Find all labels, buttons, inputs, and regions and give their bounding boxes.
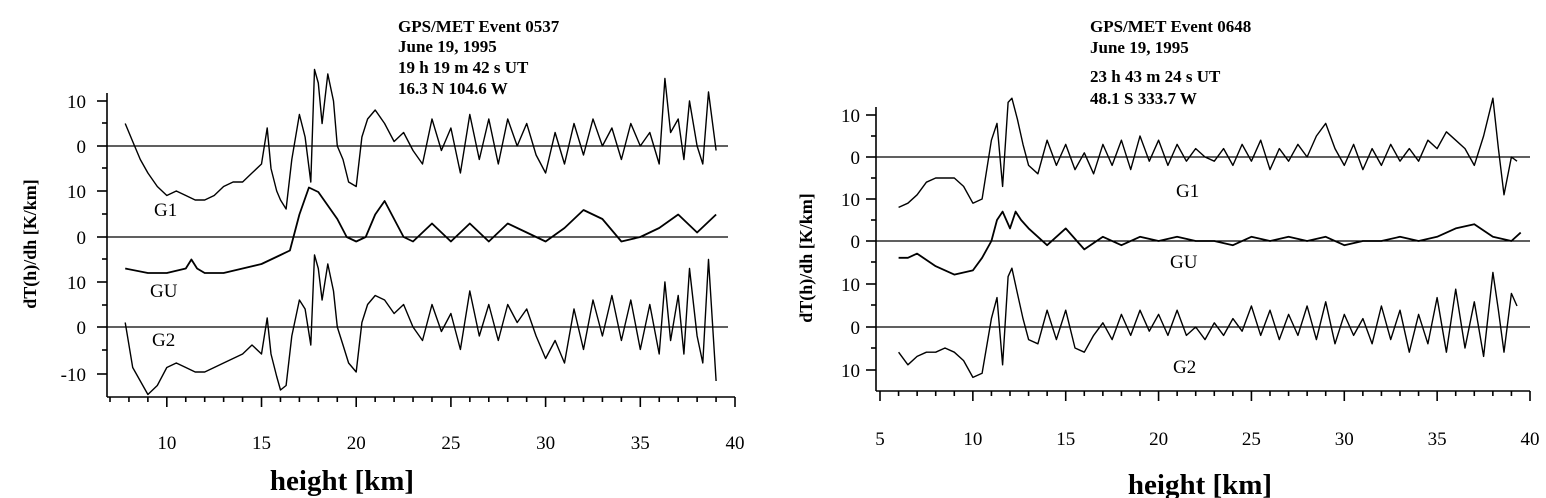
right-x-tick-label: 40: [1521, 429, 1540, 450]
left-annotation: GPS/MET Event 0537 June 19, 1995 19 h 19…: [398, 17, 560, 98]
right-series-label-g1: G1: [1176, 181, 1199, 202]
left-x-tick-label: 10: [157, 433, 176, 454]
left-y-tick-label: 10: [67, 92, 86, 113]
left-y-tick-label: 0: [77, 228, 87, 249]
right-y-tick-labels: 10 0 10 0 10 0 10: [841, 106, 860, 382]
left-annotation-line-4: 16.3 N 104.6 W: [398, 79, 508, 98]
left-x-tick-label: 30: [536, 433, 555, 454]
right-annotation-line-4: 48.1 S 333.7 W: [1090, 89, 1197, 108]
right-y-tick-label: 10: [841, 361, 860, 382]
right-y-axis-label: dT(h)/dh [K/km]: [796, 193, 817, 323]
left-y-tick-labels: 10 0 10 0 10 0 -10: [61, 92, 86, 386]
right-x-tick-label: 10: [963, 429, 982, 450]
right-annotation-line-2: June 19, 1995: [1090, 38, 1189, 57]
left-panel: GPS/MET Event 0537 June 19, 1995 19 h 19…: [20, 17, 745, 497]
right-panel: GPS/MET Event 0648 June 19, 1995 23 h 43…: [796, 17, 1540, 498]
left-y-tick-label: -10: [61, 365, 86, 386]
right-x-tick-label: 35: [1428, 429, 1447, 450]
left-series-gu-line: [125, 186, 717, 274]
left-x-tick-label: 35: [631, 433, 650, 454]
left-x-tick-label: 15: [252, 433, 271, 454]
left-series-g1-line: [124, 68, 717, 210]
right-x-tick-label: 20: [1149, 429, 1168, 450]
right-x-axis-label: height [km]: [1128, 469, 1272, 498]
left-series-label-gu: GU: [150, 281, 178, 302]
left-y-axis-label: dT(h)/dh [K/km]: [20, 179, 41, 309]
right-series-label-g2: G2: [1173, 357, 1196, 378]
right-series-g2-line: [898, 267, 1518, 379]
right-x-tick-label: 5: [875, 429, 885, 450]
right-x-tick-label: 15: [1056, 429, 1075, 450]
left-series-label-g2: G2: [152, 330, 175, 351]
right-y-tick-label: 10: [841, 190, 860, 211]
right-y-tick-label: 10: [841, 106, 860, 127]
right-y-tick-label: 0: [851, 232, 861, 253]
left-x-axis-label: height [km]: [270, 465, 414, 497]
right-series-label-gu: GU: [1170, 252, 1198, 273]
left-annotation-line-1: GPS/MET Event 0537: [398, 17, 560, 36]
right-y-tick-label: 10: [841, 275, 860, 296]
right-annotation-line-1: GPS/MET Event 0648: [1090, 17, 1251, 36]
left-series-label-g1: G1: [154, 200, 177, 221]
right-y-tick-label: 0: [851, 318, 861, 339]
left-annotation-line-3: 19 h 19 m 42 s UT: [398, 58, 529, 77]
right-x-tick-label: 30: [1335, 429, 1354, 450]
left-x-tick-label: 25: [441, 433, 460, 454]
left-x-tick-label: 20: [347, 433, 366, 454]
left-y-tick-label: 10: [67, 182, 86, 203]
left-y-tick-label: 0: [77, 318, 87, 339]
right-annotation: GPS/MET Event 0648 June 19, 1995 23 h 43…: [1090, 17, 1251, 108]
left-series-g2-line: [124, 254, 717, 396]
left-annotation-line-2: June 19, 1995: [398, 37, 497, 56]
right-x-tick-label: 25: [1242, 429, 1261, 450]
right-series-gu-line: [898, 210, 1522, 276]
right-series-g1-line: [898, 97, 1518, 209]
left-y-tick-label: 10: [67, 273, 86, 294]
right-y-tick-label: 0: [851, 148, 861, 169]
left-y-tick-label: 0: [77, 137, 87, 158]
left-x-tick-label: 40: [726, 433, 745, 454]
right-annotation-line-3: 23 h 43 m 24 s UT: [1090, 67, 1221, 86]
